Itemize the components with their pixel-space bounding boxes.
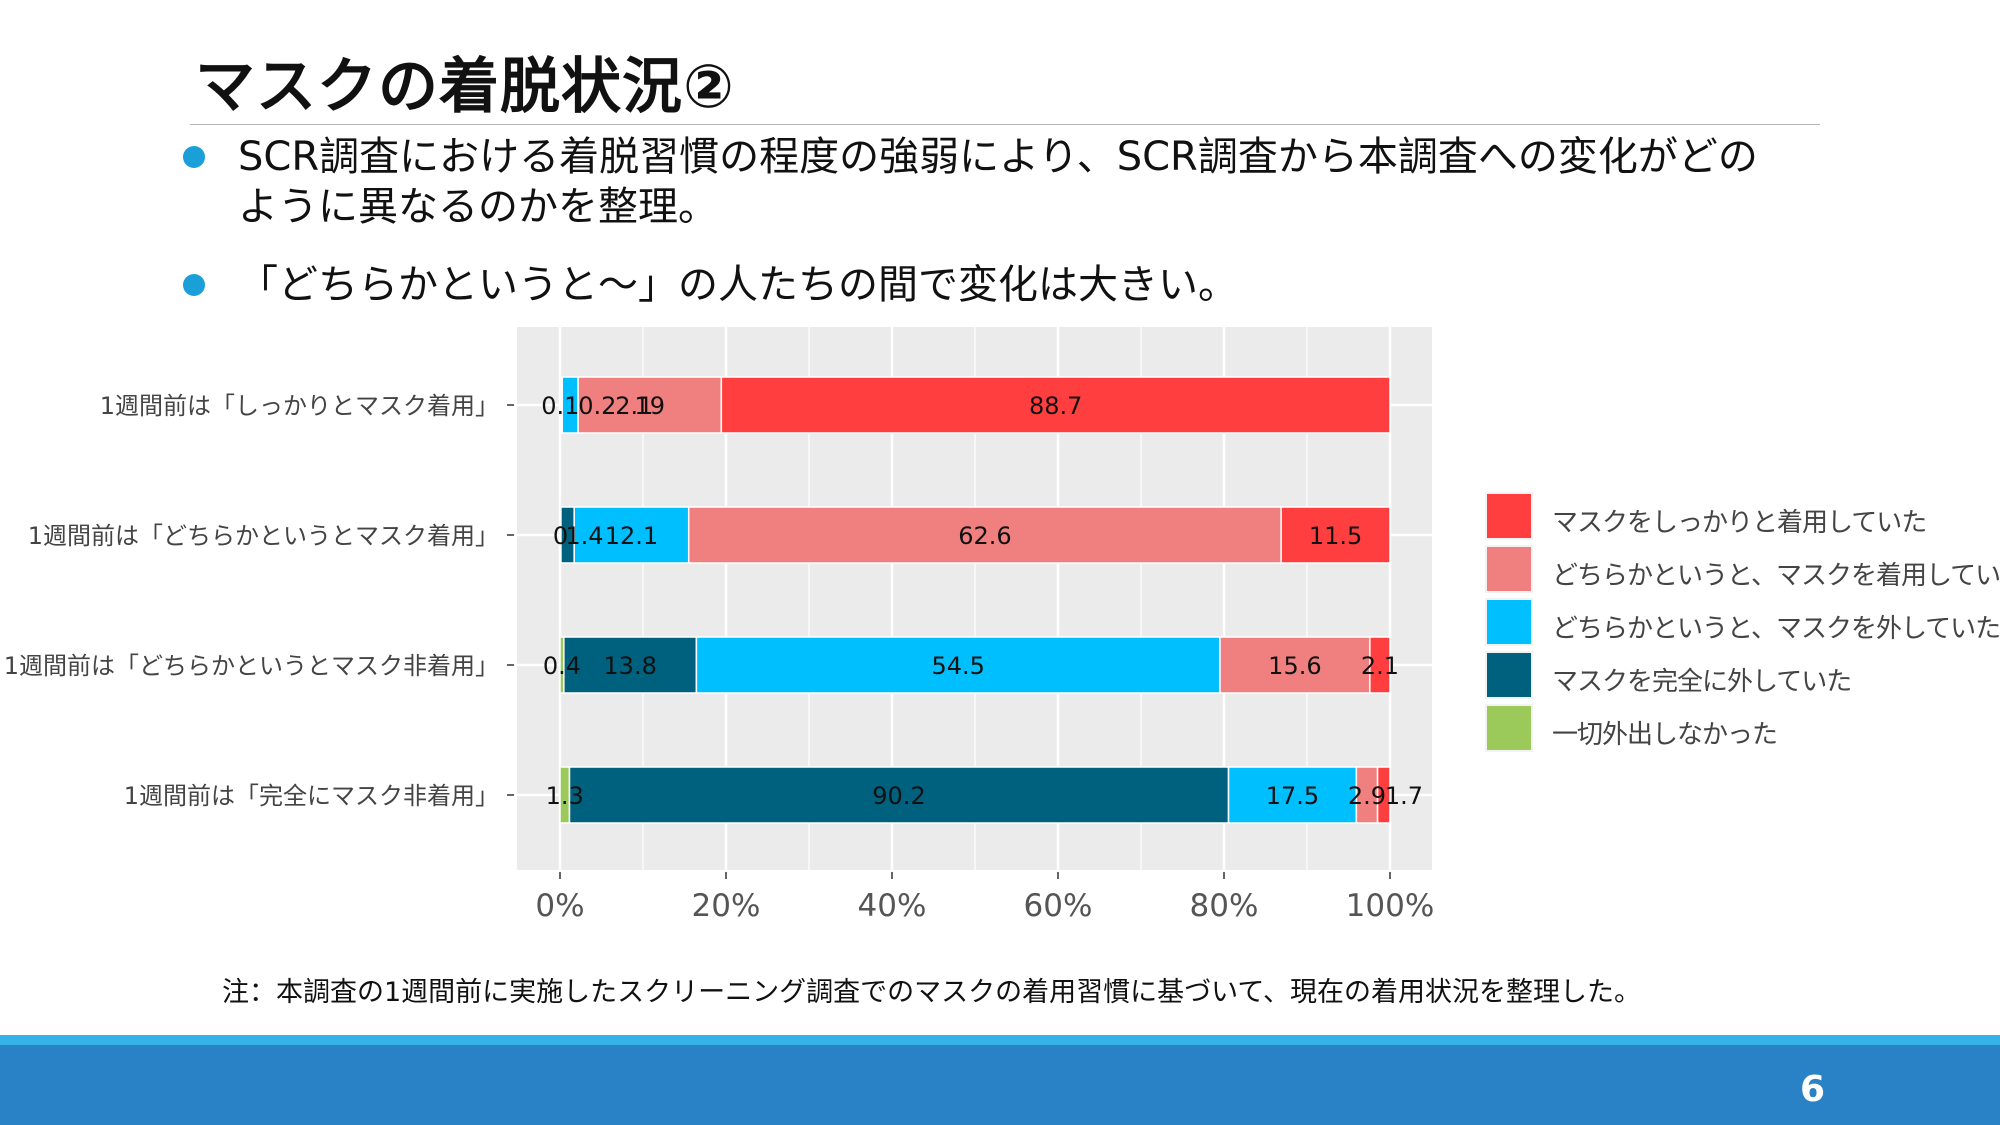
stacked-bar-chart: 0.10.22.119 88.701.4 12.1 62.6 11.50.4 13.8 54… bbox=[4, 327, 1435, 924]
bar-value-label: 15.6 bbox=[1268, 652, 1321, 680]
bar-value-label: 19 bbox=[634, 392, 665, 420]
x-tick-label: 40% bbox=[858, 888, 927, 924]
bar-value-label: 11.5 bbox=[1309, 522, 1362, 550]
bar-segment bbox=[720, 376, 1391, 434]
legend-label: 一切外出しなかった bbox=[1552, 720, 1778, 750]
chart-bars bbox=[559, 376, 1391, 824]
x-tick-label: 60% bbox=[1024, 888, 1093, 924]
x-tick-label: 20% bbox=[692, 888, 761, 924]
legend-label: どちらかというと、マスクを着用していた bbox=[1552, 561, 2000, 591]
legend-swatch bbox=[1485, 651, 1533, 699]
bar-segment bbox=[1280, 506, 1391, 564]
bar-segment bbox=[1219, 636, 1371, 694]
bullet-dot-icon bbox=[183, 146, 205, 168]
bar-segment bbox=[577, 376, 723, 434]
bar-segment bbox=[687, 506, 1282, 564]
bullet-1-line-1: SCR調査における着脱習慣の程度の強弱により、SCR調査から本調査への変化がどの bbox=[238, 134, 1758, 180]
legend-swatch bbox=[1485, 598, 1533, 646]
bar-segment bbox=[1369, 636, 1391, 694]
bar-segment bbox=[563, 636, 698, 694]
bar-value-label: 88.7 bbox=[1029, 392, 1082, 420]
bar-value-label: 2.1 bbox=[615, 392, 653, 420]
bar-segment bbox=[568, 766, 1230, 824]
legend-label: マスクをしっかりと着用していた bbox=[1552, 508, 1927, 538]
bar-segment bbox=[1376, 766, 1391, 824]
chart-bar-labels: 0.10.22.119 88.701.4 12.1 62.6 11.50.4 13.8 54… bbox=[541, 392, 1423, 810]
bullet-dot-icon bbox=[183, 274, 205, 296]
legend-label: どちらかというと、マスクを外していた bbox=[1552, 614, 2000, 644]
category-label: 1週間前は「完全にマスク非着用」 bbox=[124, 782, 499, 810]
x-tick-label: 100% bbox=[1346, 888, 1435, 924]
category-label: 1週間前は「どちらかというとマスク非着用」 bbox=[4, 652, 499, 680]
footnote: 注：本調査の1週間前に実施したスクリーニング調査でのマスクの着用習慣に基づいて、… bbox=[222, 977, 1642, 1008]
legend-swatch bbox=[1485, 545, 1533, 593]
bar-value-label: 13.8 bbox=[603, 652, 656, 680]
chart-axes: 1週間前は「しっかりとマスク着用」 1週間前は「どちらかというとマスク着用」 1週間… bbox=[4, 392, 1435, 924]
bar-value-label: 90.2 bbox=[872, 782, 925, 810]
bar-value-label: 54.5 bbox=[931, 652, 984, 680]
x-tick-label: 80% bbox=[1190, 888, 1259, 924]
bar-value-label: 62.6 bbox=[958, 522, 1011, 550]
legend-label: マスクを完全に外していた bbox=[1552, 667, 1852, 697]
bullet-1-line-2: ように異なるのかを整理。 bbox=[238, 184, 718, 230]
category-label: 1週間前は「どちらかというとマスク着用」 bbox=[28, 522, 499, 550]
slide-title: マスクの着脱状況② bbox=[195, 52, 735, 122]
bar-value-label: 17.5 bbox=[1266, 782, 1319, 810]
bar-value-label: 0.4 bbox=[543, 652, 581, 680]
legend-swatch bbox=[1485, 704, 1533, 752]
category-label: 1週間前は「しっかりとマスク着用」 bbox=[100, 392, 499, 420]
x-tick-label: 0% bbox=[535, 888, 584, 924]
bar-value-label: 0 bbox=[553, 522, 568, 550]
bar-value-label: 1.3 bbox=[546, 782, 584, 810]
legend-swatch bbox=[1485, 492, 1533, 540]
bar-value-label: 2.9 bbox=[1348, 782, 1386, 810]
bullet-1-text: SCR調査における着脱習慣の程度の強弱により、SCR調査から本調査への変化がどの… bbox=[238, 132, 1758, 232]
bar-value-label: 0.2 bbox=[578, 392, 616, 420]
bar-segment bbox=[695, 636, 1221, 694]
page-number: 6 bbox=[1799, 1069, 1825, 1110]
bar-value-label: 0.1 bbox=[541, 392, 579, 420]
bar-value-label: 12.1 bbox=[605, 522, 658, 550]
bullet-2-text: 「どちらかというと～」の人たちの間で変化は大きい。 bbox=[238, 262, 1238, 308]
bar-value-label: 1.7 bbox=[1385, 782, 1423, 810]
bar-value-label: 2.1 bbox=[1361, 652, 1399, 680]
title-divider bbox=[190, 124, 1820, 125]
bar-segment bbox=[573, 506, 690, 564]
footer-accent-band bbox=[0, 1035, 2000, 1045]
footer-bar: 6 bbox=[0, 1045, 2000, 1125]
bar-value-label: 1.4 bbox=[565, 522, 603, 550]
